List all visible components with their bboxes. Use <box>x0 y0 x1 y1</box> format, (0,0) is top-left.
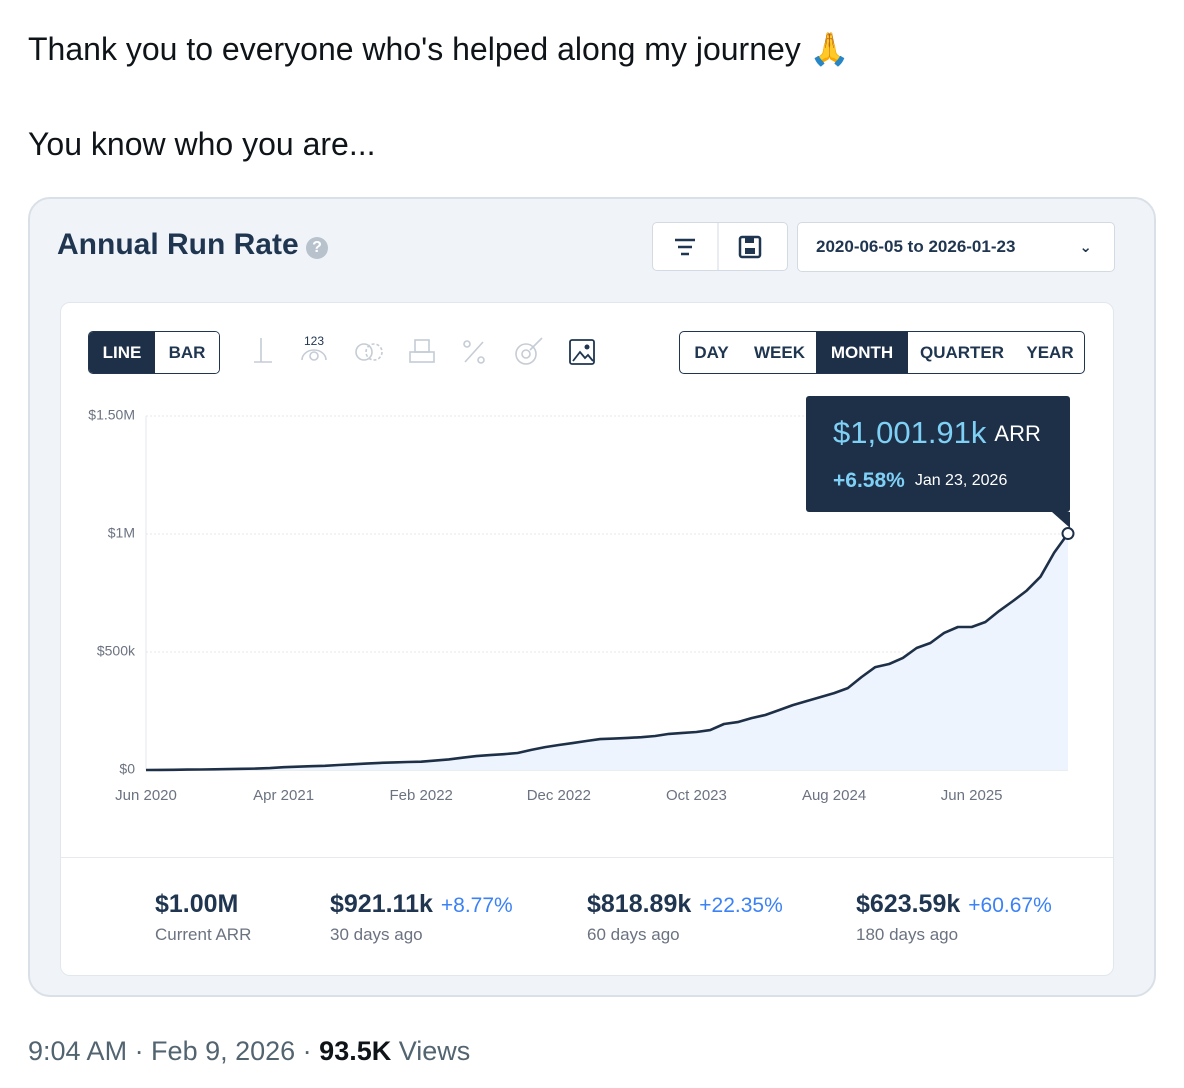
icon-buttons <box>652 222 788 271</box>
filter-icon[interactable] <box>675 238 695 256</box>
x-tick-label: Feb 2022 <box>390 787 453 804</box>
x-tick-label: Jun 2025 <box>941 787 1003 804</box>
divider <box>61 857 1113 858</box>
period-toggle: DAY WEEK MONTH QUARTER YEAR <box>679 331 1085 374</box>
tooltip-pointer <box>1052 512 1070 528</box>
stat-value: $818.89k +22.35% <box>587 890 783 919</box>
stat-change: +8.77% <box>440 894 513 917</box>
y-tick-label: $500k <box>97 643 136 659</box>
tweet-text: You know who you are... <box>28 126 376 162</box>
x-tick-label: Aug 2024 <box>802 787 866 804</box>
tweet-text: Thank you to everyone who's helped along… <box>28 31 850 67</box>
period-button[interactable]: WEEK <box>754 342 805 362</box>
timestamp: 9:04 AM · Feb 9, 2026 · <box>28 1036 320 1066</box>
tool-icon[interactable] <box>409 339 435 363</box>
help-icon[interactable]: ? <box>306 237 328 259</box>
x-tick-label: Apr 2021 <box>253 787 314 804</box>
stat: $1.00M Current ARR <box>155 890 251 945</box>
tool-icon[interactable] <box>569 339 595 365</box>
stat: $921.11k +8.77% 30 days ago <box>330 890 513 945</box>
stat-amount: $818.89k <box>587 890 692 918</box>
period-button[interactable]: QUARTER <box>919 342 1005 362</box>
stat-value: $623.59k +60.67% <box>856 890 1052 919</box>
views-label: Views <box>398 1036 471 1066</box>
tooltip-change-text: +6.58% <box>833 469 905 492</box>
tooltip-unit: ARR <box>994 421 1040 446</box>
stat-amount: $1.00M <box>155 890 239 918</box>
tool-icon[interactable] <box>254 338 272 363</box>
tooltip-change: +6.58% Jan 23, 2026 <box>833 469 1007 492</box>
tooltip-value: $1,001.91k ARR <box>833 415 1041 450</box>
stat-value: $1.00M <box>155 890 251 919</box>
mode-button[interactable]: LINE <box>89 332 155 373</box>
stat-value: $921.11k +8.77% <box>330 890 513 919</box>
mode-toggle: LINE BAR <box>88 331 220 374</box>
stat: $818.89k +22.35% 60 days ago <box>587 890 783 945</box>
stat-change: +60.67% <box>968 894 1052 917</box>
date-range: 2020-06-05 to 2026-01-23 <box>816 237 1016 256</box>
stat-label: 30 days ago <box>330 925 423 944</box>
tool-icon[interactable] <box>301 349 327 361</box>
view-count: 93.5K <box>319 1036 392 1066</box>
mode-button[interactable]: BAR <box>155 332 219 373</box>
y-tick-label: $1.50M <box>88 407 135 423</box>
period-button[interactable]: YEAR <box>1026 342 1074 362</box>
x-tick-label: Jun 2020 <box>115 787 177 804</box>
line <box>145 532 1070 772</box>
point <box>1061 527 1075 541</box>
tool-icon[interactable] <box>515 337 543 365</box>
icons <box>675 223 762 270</box>
stat-amount: $921.11k <box>330 890 433 918</box>
chart-tools: 123 <box>254 334 595 365</box>
tweet-meta: 9:04 AM · Feb 9, 2026 · 93.5K Views <box>28 1036 470 1067</box>
x-tick-label: Dec 2022 <box>527 787 591 804</box>
tooltip-date: Jan 23, 2026 <box>915 472 1008 489</box>
y-tick-label: $0 <box>119 761 135 777</box>
widget-title: Annual Run Rate <box>57 228 299 261</box>
stat-label: 180 days ago <box>856 925 959 944</box>
stat-change: +22.35% <box>699 894 783 917</box>
tool-icon[interactable] <box>355 343 383 361</box>
tool-label: 123 <box>304 334 324 348</box>
area <box>146 533 1068 770</box>
stat: $623.59k +60.67% 180 days ago <box>856 890 1052 945</box>
tooltip-value-text: $1,001.91k <box>833 415 987 450</box>
tool-icon[interactable] <box>463 340 485 364</box>
x-tick-label: Oct 2023 <box>666 787 727 804</box>
stat-amount: $623.59k <box>856 890 961 918</box>
chevron: ⌄ <box>1079 239 1092 256</box>
stat-label: Current ARR <box>155 925 252 944</box>
save-icon[interactable] <box>738 235 762 259</box>
tooltip <box>806 396 1070 512</box>
date-range-select[interactable]: 2020-06-05 to 2026-01-23 ⌄ <box>797 222 1115 272</box>
period-button[interactable]: DAY <box>694 342 729 362</box>
period-button[interactable]: MONTH <box>816 332 908 373</box>
y-tick-label: $1M <box>108 525 135 541</box>
stat-label: 60 days ago <box>587 925 680 944</box>
